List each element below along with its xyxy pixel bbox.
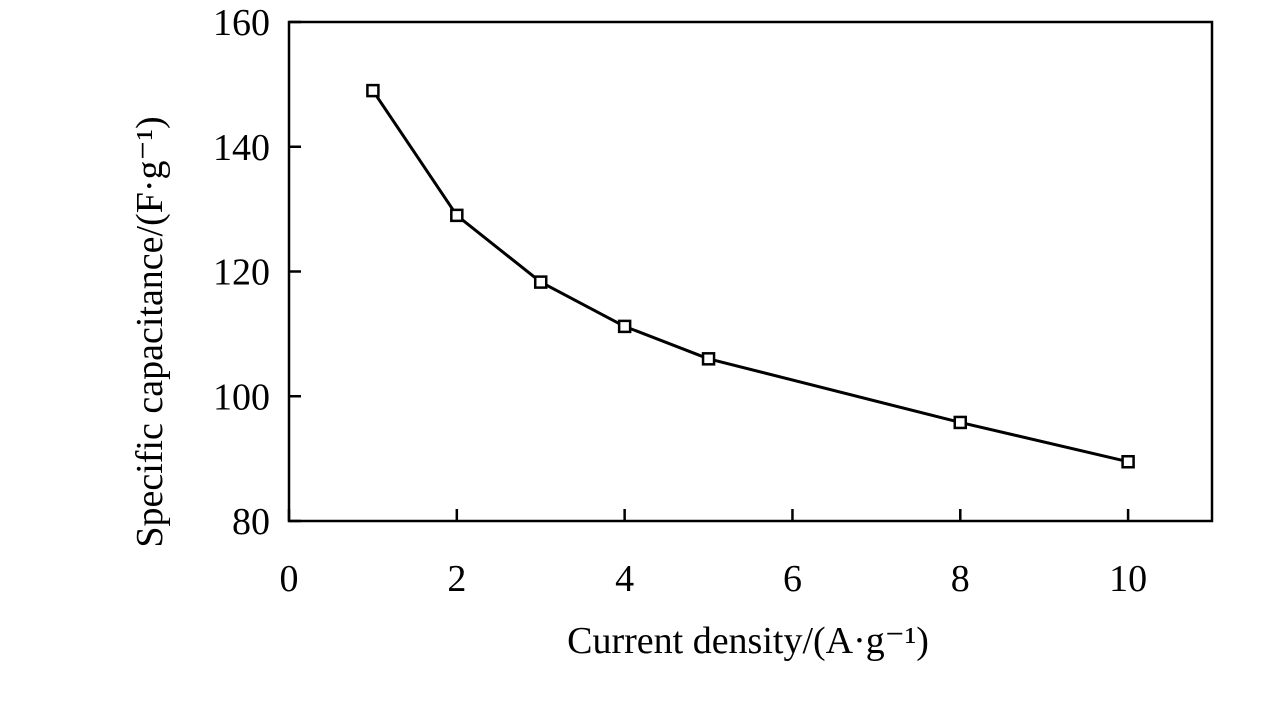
y-tick-label: 160 <box>213 2 270 44</box>
x-axis-ticks: 0 2 4 6 8 10 <box>280 509 1147 600</box>
data-point-marker <box>953 415 968 430</box>
data-point-marker <box>701 352 716 366</box>
y-axis-ticks: 80 100 120 140 160 <box>213 2 301 543</box>
data-point-marker <box>533 275 548 289</box>
x-tick-label: 6 <box>783 558 802 600</box>
y-tick-label: 100 <box>213 376 270 418</box>
data-point-marker <box>617 319 632 334</box>
y-tick-label: 120 <box>213 252 270 294</box>
x-tick-label: 10 <box>1109 558 1147 600</box>
data-point-marker <box>366 83 380 98</box>
x-tick-label: 0 <box>280 558 299 600</box>
data-point-marker <box>1121 454 1135 469</box>
x-tick-label: 4 <box>615 558 634 600</box>
x-axis-title: Current density/(A·g⁻¹) <box>567 620 929 662</box>
x-tick-label: 2 <box>447 558 466 600</box>
plot-frame <box>287 20 1214 523</box>
data-point-marker <box>450 208 464 223</box>
series-line <box>371 89 1129 464</box>
x-tick-label: 8 <box>951 558 970 600</box>
y-axis-title: Specific capacitance/(F·g⁻¹) <box>129 116 171 547</box>
series-layer <box>366 83 1135 469</box>
y-tick-label: 140 <box>213 127 270 169</box>
y-tick-label: 80 <box>232 501 270 543</box>
